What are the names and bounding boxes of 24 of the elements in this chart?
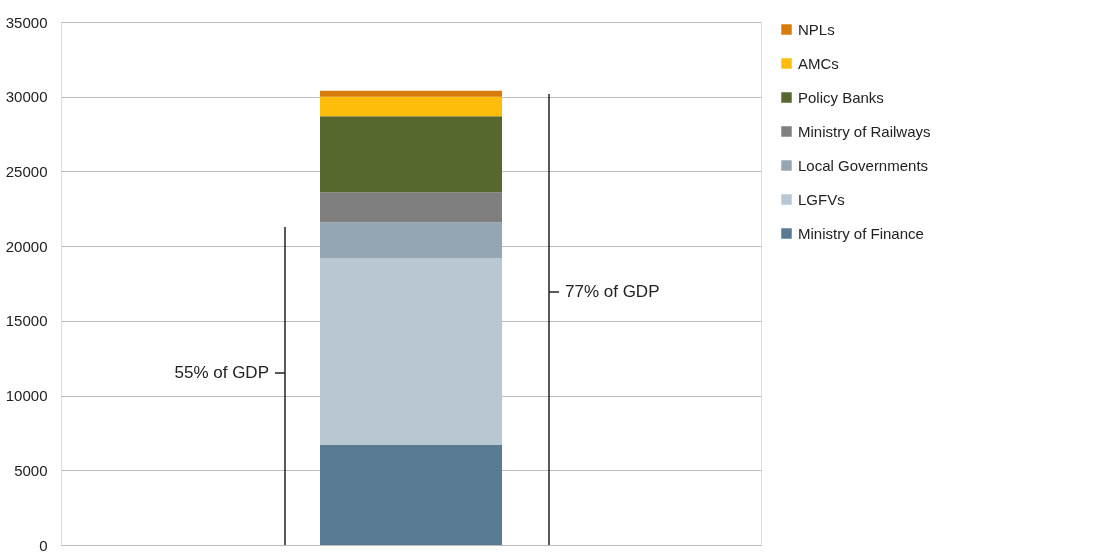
y-tick-label: 0 xyxy=(39,536,48,553)
y-tick-label: 35000 xyxy=(5,13,48,31)
legend-label: Ministry of Railways xyxy=(798,122,931,140)
y-tick-label: 30000 xyxy=(5,88,48,106)
legend-label: Policy Banks xyxy=(798,88,884,106)
y-tick-label: 20000 xyxy=(5,237,48,255)
y-tick-label: 15000 xyxy=(5,312,48,330)
bar xyxy=(320,192,502,223)
legend-label: Ministry of Finance xyxy=(798,224,924,242)
bar xyxy=(320,222,502,259)
legend-label: LGFVs xyxy=(798,190,845,208)
bar xyxy=(320,116,502,193)
legend-label: NPLs xyxy=(798,20,835,38)
bar xyxy=(320,96,502,117)
bar xyxy=(320,90,502,97)
legend-label: AMCs xyxy=(798,54,839,72)
annotation: 77% of GDP xyxy=(565,282,660,301)
annotation: 55% of GDP xyxy=(174,363,269,382)
y-tick-label: 10000 xyxy=(5,387,48,405)
legend-label: Local Governments xyxy=(798,156,929,174)
bar xyxy=(320,444,502,545)
bar xyxy=(320,258,502,445)
y-tick-label: 5000 xyxy=(14,461,48,479)
y-tick-label: 25000 xyxy=(5,162,48,180)
